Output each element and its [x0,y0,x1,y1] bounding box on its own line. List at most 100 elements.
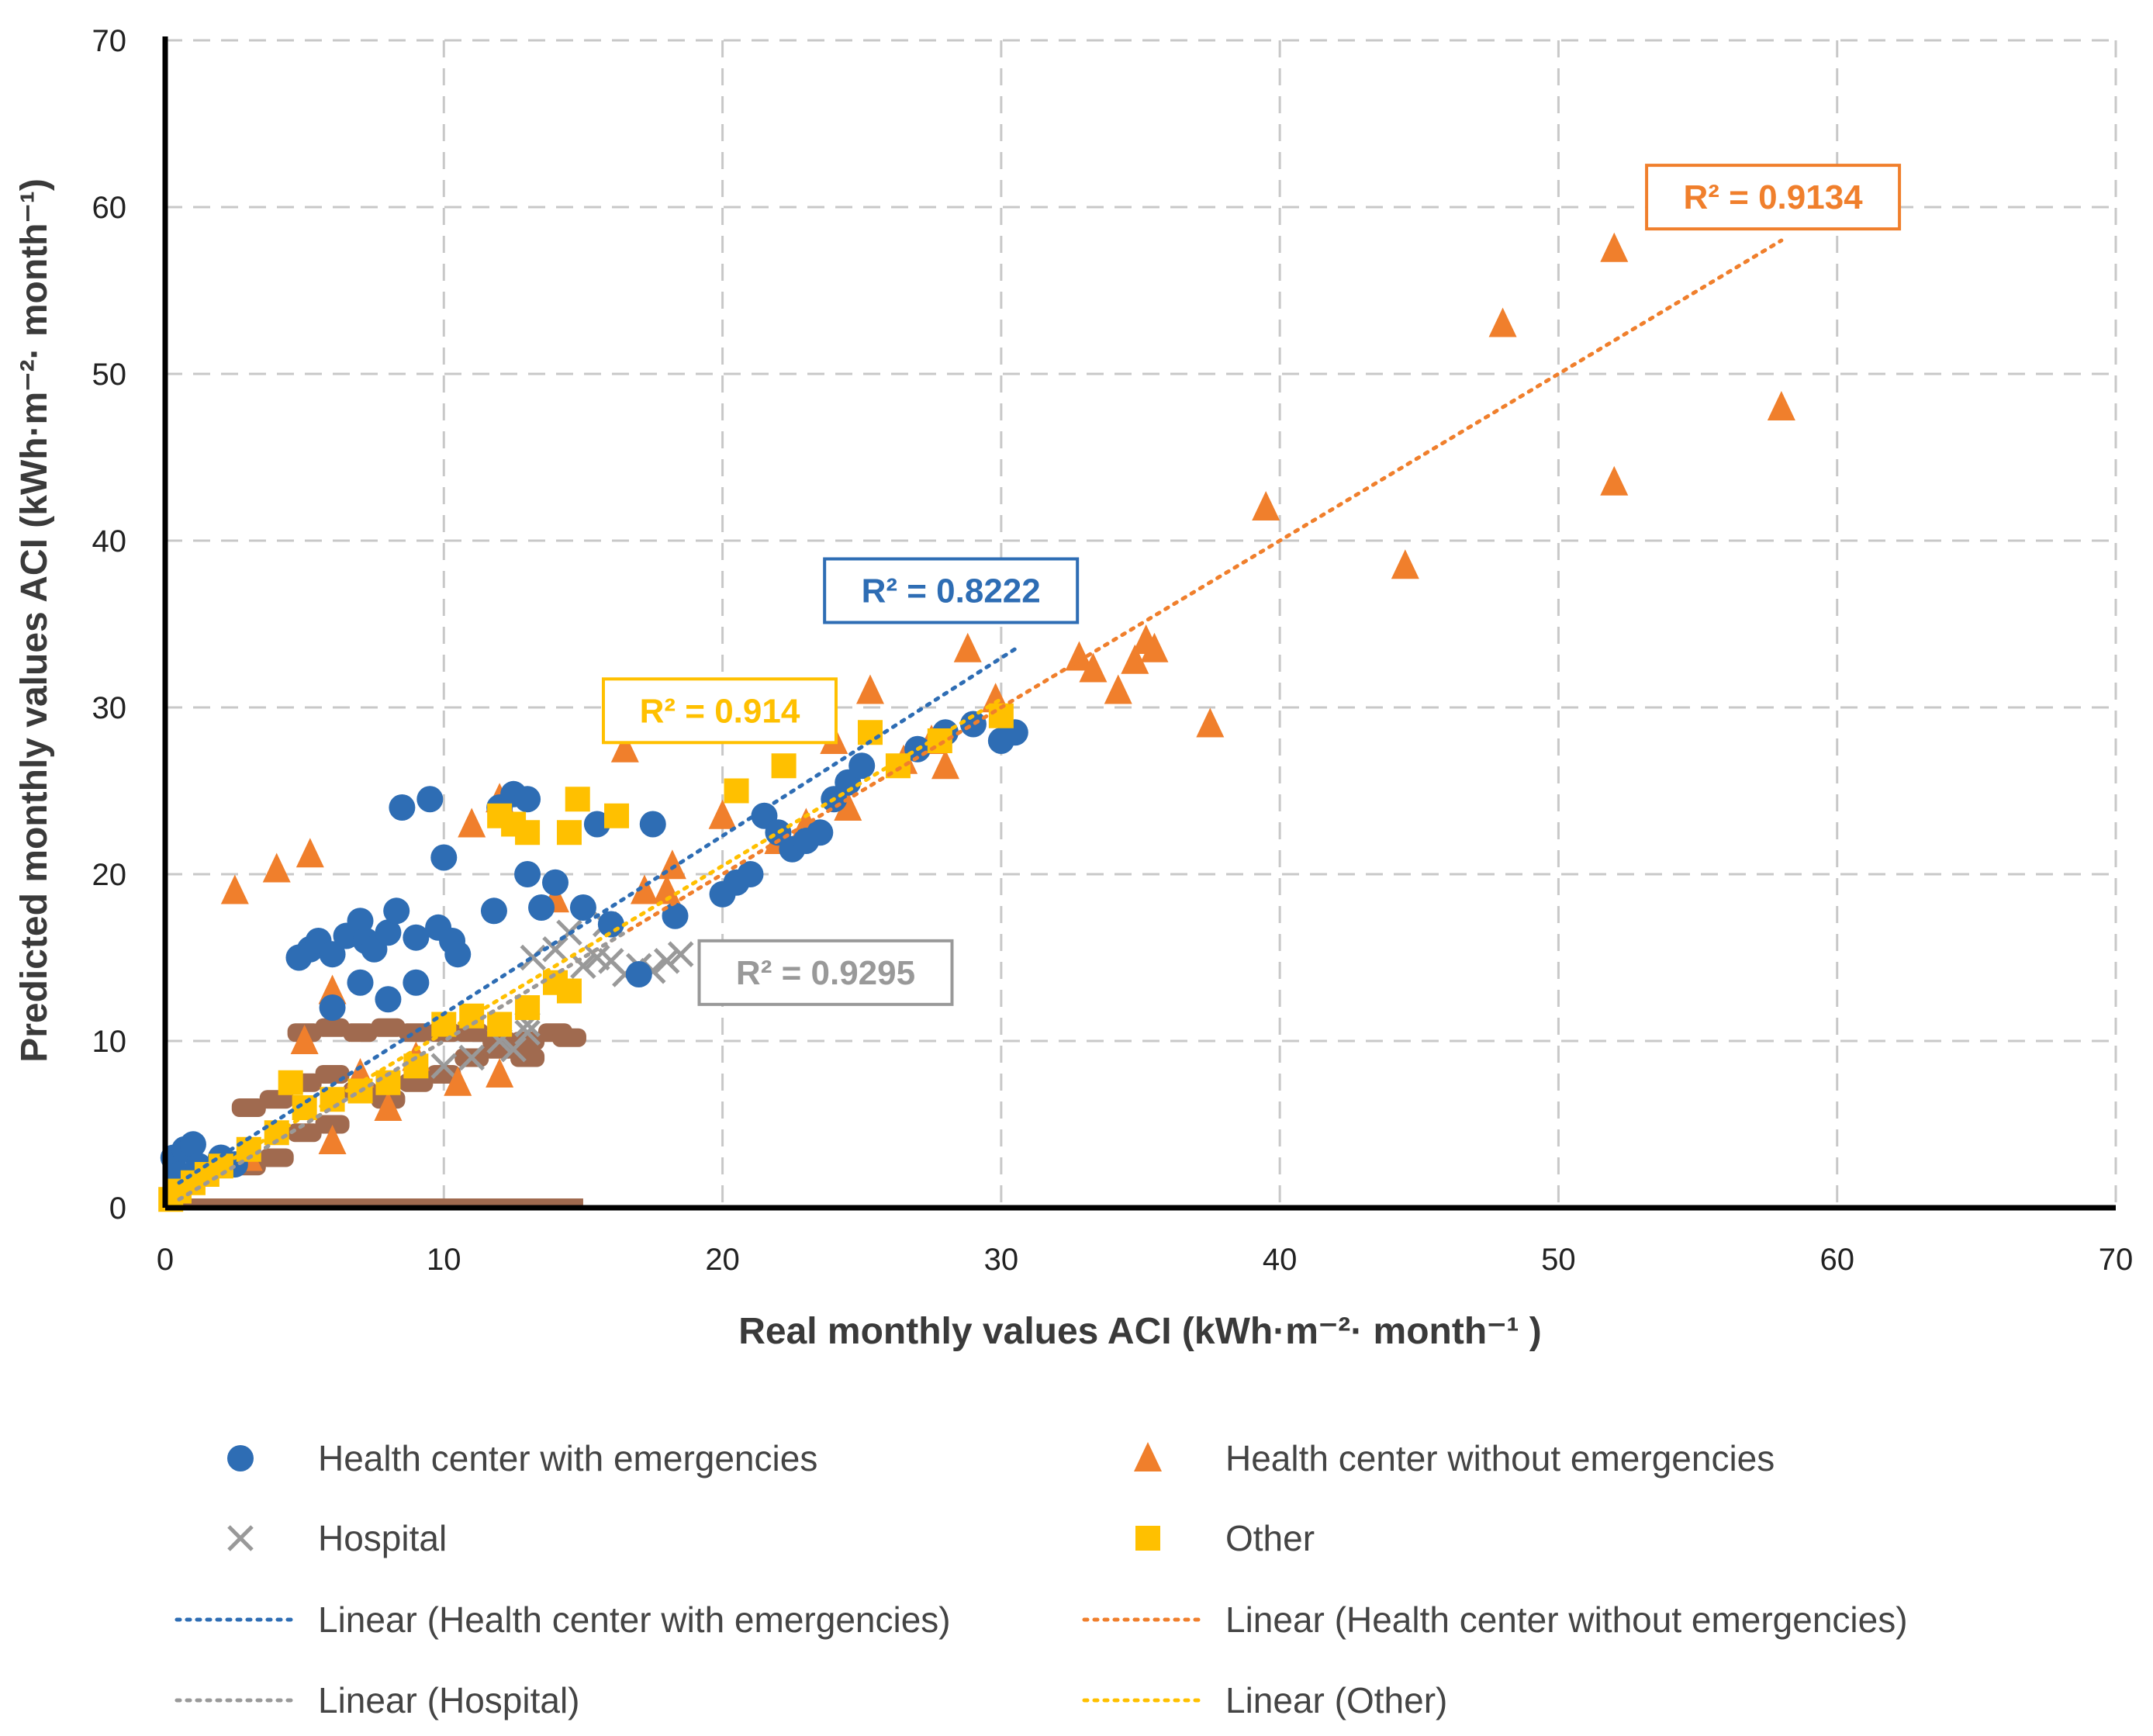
data-point [1767,391,1795,420]
data-point [287,1123,322,1143]
x-tick-label: 70 [2099,1243,2134,1277]
r-squared-label: R² = 0.8222 [823,557,1080,624]
data-point [569,894,596,921]
data-point [662,902,689,929]
data-point [515,995,541,1020]
data-point [515,820,541,846]
x-stroke [667,941,694,967]
x-tick-label: 50 [1541,1243,1576,1277]
data-point [556,820,582,846]
data-point [959,711,987,738]
data-point [556,978,582,1004]
data-point [1104,674,1132,704]
data-point [855,674,884,704]
data-point [1140,632,1169,662]
data-point [953,632,982,662]
y-tick-label: 50 [92,358,127,392]
data-point [1391,549,1419,579]
y-tick-label: 70 [92,24,127,58]
data-point [290,1025,319,1054]
data-point [444,941,472,968]
data-point [1600,465,1629,496]
data-point [1600,232,1629,262]
data-point [318,1125,347,1154]
r-squared-box [601,677,838,745]
data-point [528,894,555,921]
x-stroke [653,948,680,974]
data-point [315,1115,350,1134]
y-tick-label: 0 [109,1191,126,1226]
legend: Health center with emergencies Health cen… [175,1438,1908,1720]
y-tick-label: 20 [92,858,127,892]
data-point [514,786,541,813]
x-stroke [570,953,596,980]
data-point [430,1053,458,1080]
x-tick-label: 30 [984,1243,1019,1277]
legend-label: Linear (Health center with emergencies) [318,1599,951,1640]
data-point [315,1018,350,1037]
data-point [500,1036,527,1063]
data-point [771,753,797,779]
legend-swatch [227,1525,254,1551]
legend-item: Other [1135,1518,1315,1558]
data-point [458,807,486,838]
data-point [667,941,694,967]
data-point [430,844,458,871]
r-squared-text: R² = 0.9134 [1684,178,1864,216]
r-squared-box [823,557,1080,624]
data-point [625,961,652,987]
data-point [1079,652,1108,683]
data-point [834,791,862,821]
legend-swatch [227,1445,254,1471]
data-point [403,969,430,996]
r-squared-text: R² = 0.8222 [862,572,1041,610]
data-point [610,732,639,763]
trendline-linear-health-center-with-emergencies- [177,647,1018,1185]
r-squared-annotations: R² = 0.9134 R² = 0.8222 R² = 0.914 R² = 0.9… [601,164,1902,1006]
data-point [1196,707,1225,738]
data-point [639,811,666,838]
data-point [262,852,291,883]
data-point [737,861,764,887]
legend-item: Health center with emergencies [227,1438,817,1478]
data-point [583,811,610,838]
x-stroke [598,948,624,974]
data-point [231,1098,266,1117]
legend-swatch [1135,1526,1160,1551]
legend-label: Linear (Hospital) [318,1680,579,1720]
data-point [259,1148,294,1167]
legend-label: Other [1225,1518,1315,1558]
x-tick-label: 60 [1820,1243,1854,1277]
x-stroke [227,1525,254,1551]
data-point [570,953,596,980]
legend-swatch [1134,1442,1162,1471]
legend-item: Health center without emergencies [1134,1438,1775,1478]
y-axis-title: Predicted monthly values ACI (kWh·m⁻²· m… [14,178,55,1063]
r-squared-box [697,939,954,1006]
series-unlabeled-series [165,1018,586,1209]
y-tick-label: 40 [92,524,127,558]
data-point [295,838,324,868]
data-point [542,935,568,963]
legend-label: Linear (Health center without emergencie… [1225,1599,1908,1640]
data-point [931,749,959,780]
data-point [383,897,410,925]
r-squared-label: R² = 0.914 [601,677,838,745]
data-point [514,1019,541,1046]
x-stroke [430,1053,458,1080]
data-point [807,819,834,846]
data-point [458,1044,485,1071]
r-squared-text: R² = 0.914 [640,692,800,730]
data-point [630,874,658,904]
trendline-linear-hospital- [177,930,627,1202]
legend-item: Linear (Other) [1082,1680,1447,1720]
data-point [403,924,430,951]
data-point [604,803,630,828]
x-stroke [542,935,568,963]
x-stroke [514,1019,541,1046]
data-point [1252,491,1280,520]
r-squared-box [1645,164,1902,231]
r-squared-label: R² = 0.9295 [697,939,954,1006]
data-point [416,786,444,813]
